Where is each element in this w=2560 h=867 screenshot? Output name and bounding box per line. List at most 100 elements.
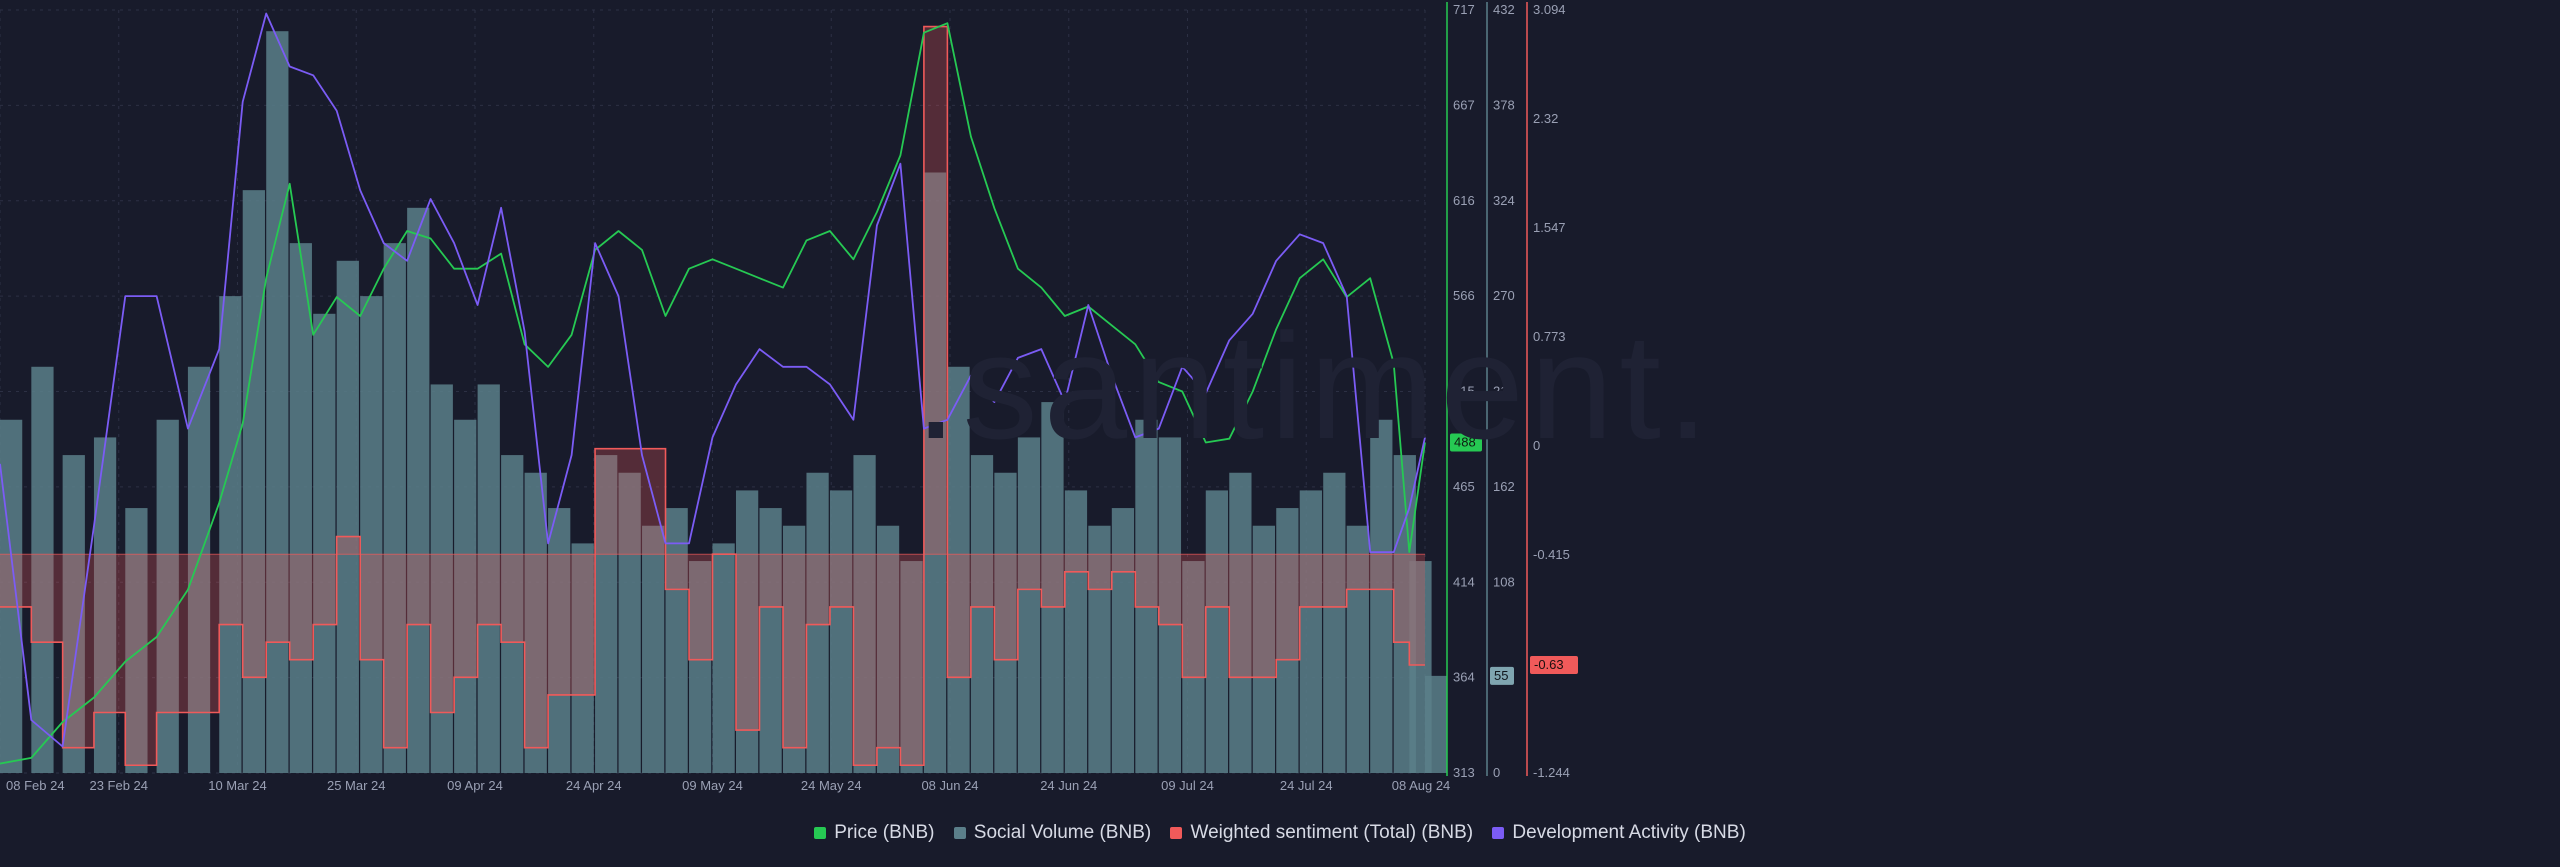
sentiment-current-value: -0.63 [1534, 657, 1564, 672]
social_volume-tick-label: 216 [1493, 384, 1515, 399]
social-volume-bar [1088, 525, 1111, 773]
social-volume-swatch [953, 827, 966, 839]
social_volume-tick-label: 324 [1493, 193, 1515, 208]
social_volume-current-value: 55 [1494, 668, 1508, 683]
social-volume-bar [313, 313, 336, 773]
social-volume-bar [1064, 490, 1088, 773]
social-volume-bar [1041, 402, 1064, 773]
social_volume-tick-label: 270 [1493, 288, 1515, 303]
x-tick-label: 24 Jul 24 [1280, 778, 1333, 793]
social-volume-bar [1229, 472, 1252, 773]
social-volume-bar [759, 508, 782, 773]
price-series [0, 22, 1426, 765]
social_volume-tick-label: 162 [1493, 479, 1515, 494]
sentiment-tick-label: 1.547 [1533, 220, 1566, 235]
sentiment-tick-label: 3.094 [1533, 2, 1566, 17]
price-tick-label: 515 [1453, 384, 1475, 399]
x-tick-label: 08 Jun 24 [921, 778, 978, 793]
social-volume-bar [1158, 437, 1182, 773]
social-volume-bar [187, 366, 211, 773]
social-volume-bar [125, 508, 148, 773]
price-current-badge [1450, 433, 1482, 452]
social-volume-bar [266, 31, 289, 773]
social-volume-bar [524, 472, 547, 773]
social-volume-bar [571, 543, 594, 773]
weighted-sentiment-series [0, 25, 1425, 767]
social-volume-bar [665, 508, 688, 773]
social-volume-bar [923, 172, 947, 774]
social-volume-bar [618, 472, 641, 773]
sentiment-tick-label: 0.773 [1533, 329, 1566, 344]
x-tick-label: 24 Apr 24 [566, 778, 622, 793]
social-volume-bar [642, 525, 665, 773]
sentiment-line [0, 25, 1425, 767]
x-tick-label: 24 Jun 24 [1040, 778, 1097, 793]
social-volume-bar [360, 296, 383, 773]
price-tick-label: 717 [1453, 2, 1475, 17]
legend-item-social-volume[interactable]: Social Volume (BNB) [953, 822, 1151, 844]
social-volume-bar [970, 455, 994, 773]
social-volume-bar [806, 472, 829, 773]
social-volume-bar [689, 561, 712, 773]
social-volume-bar [712, 543, 735, 773]
sentiment-swatch [1170, 827, 1183, 839]
social-volume-bar [1299, 490, 1322, 773]
social_volume-tick-label: 378 [1493, 97, 1515, 112]
social-volume-bar [876, 525, 900, 773]
price-swatch [814, 827, 827, 839]
social-volume-bar [1425, 675, 1448, 773]
social-volume-bar [93, 437, 117, 773]
social-volume-bar [782, 525, 806, 773]
social-volume-bar [1135, 419, 1158, 773]
social-volume-bar [1205, 490, 1229, 773]
social-volume-bar [735, 490, 759, 773]
sentiment-tick-label: -1.244 [1533, 765, 1570, 780]
x-tick-label: 25 Mar 24 [327, 778, 386, 793]
social-volume-bar [1182, 561, 1205, 773]
dev-activity-line [0, 12, 1426, 748]
price-current-value: 488 [1454, 434, 1476, 449]
social-volume-bar [430, 384, 453, 773]
legend-label-sentiment: Weighted sentiment (Total) (BNB) [1190, 822, 1474, 843]
social-volume-bar [383, 243, 406, 773]
social-volume-bar [1017, 437, 1041, 773]
social-volume-bar [31, 366, 54, 773]
legend-item-price[interactable]: Price (BNB) [814, 822, 935, 844]
social-volume-bar [156, 419, 179, 773]
social-volume-bar [900, 561, 923, 773]
social-volume-bar [1111, 508, 1135, 773]
social-volume-bar [1346, 525, 1369, 773]
legend-item-sentiment[interactable]: Weighted sentiment (Total) (BNB) [1170, 822, 1473, 844]
social_volume-tick-label: 108 [1493, 574, 1515, 589]
social-volume-bar [853, 455, 876, 773]
legend-item-dev-activity[interactable]: Development Activity (BNB) [1492, 822, 1746, 844]
development-activity-series [0, 12, 1426, 748]
social-volume-bar [219, 296, 242, 773]
sentiment-tick-label: 2.32 [1533, 111, 1558, 126]
x-tick-label: 08 Aug 24 [1392, 778, 1451, 793]
x-tick-label: 23 Feb 24 [89, 778, 148, 793]
social-volume-bar [947, 366, 970, 773]
price-tick-label: 566 [1453, 288, 1475, 303]
current-value-badges: 488 55 -0.63 [1450, 433, 1578, 685]
x-tick-label: 09 Apr 24 [447, 778, 503, 793]
social-volume-bar [242, 190, 265, 773]
price-tick-label: 414 [1453, 574, 1475, 589]
social-volume-bar [829, 490, 853, 773]
social_volume-tick-label: 432 [1493, 2, 1515, 17]
social-volume-bar [336, 260, 359, 774]
legend-label-price: Price (BNB) [834, 822, 935, 843]
price-tick-label: 364 [1453, 670, 1475, 685]
legend-label-dev-activity: Development Activity (BNB) [1512, 822, 1746, 843]
price-tick-label: 616 [1453, 193, 1475, 208]
social-volume-bar [62, 455, 85, 773]
social-volume-bars [0, 31, 1448, 774]
social-volume-bar [501, 455, 524, 773]
social-volume-bar [289, 243, 312, 773]
dev-activity-swatch [1492, 827, 1505, 839]
price-line [0, 22, 1426, 765]
price-tick-label: 465 [1453, 479, 1475, 494]
x-tick-label: 24 May 24 [801, 778, 862, 793]
sentiment-current-badge [1530, 656, 1578, 675]
